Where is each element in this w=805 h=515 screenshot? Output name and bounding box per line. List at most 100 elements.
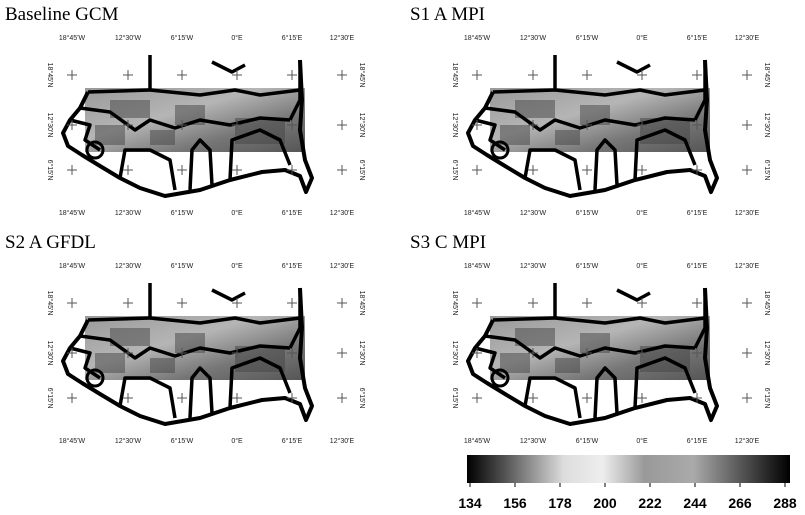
border [149,316,301,325]
colorbar-tick-label: 288 [773,495,797,511]
grid-cross [67,70,77,80]
lon-label-top: 6°15'E [282,34,303,42]
grid-cross [692,393,702,403]
grid-cross [67,298,77,308]
grid-cross [742,348,752,358]
grid-cross [67,165,77,175]
border [593,366,619,419]
grid-cross [287,120,297,130]
coastline [466,287,719,426]
border [288,60,302,121]
lat-label-right: 6°15'N [358,388,366,409]
grid-cross [337,165,347,175]
grid-cross [287,393,297,403]
lat-label-left: 6°15'N [451,388,459,409]
lon-label-top: 0°E [231,262,243,270]
border [288,288,302,349]
lon-label-top: 12°30'E [735,34,760,42]
border [484,106,696,132]
grid-cross [582,348,592,358]
border [118,148,177,191]
grid-cross [742,120,752,130]
lon-label-top: 18°45'W [464,34,491,42]
lat-label-left: 6°15'N [46,160,54,181]
data-patch [150,130,175,145]
grid-cross [582,298,592,308]
border [484,334,696,360]
lat-label-left: 12°30'N [451,113,459,138]
map-panel: S2 A GFDL 18°45'W 18°45'W 12°30'W 12°30'W 6°1… [5,232,366,445]
grid-cross [692,165,702,175]
grid-cross [637,70,647,80]
colorbar-tick-label: 244 [683,495,707,511]
lon-label-top: 6°15'W [171,262,194,270]
lon-label-top: 6°15'W [576,262,599,270]
grid-cross [337,70,347,80]
lon-label-top: 12°30'E [735,262,760,270]
grid-cross [742,393,752,403]
lon-label-bottom: 12°30'W [520,209,547,217]
colorbar-tick-label: 200 [593,495,617,511]
lat-label-left: 18°45'N [46,63,54,88]
panel-title: S2 A GFDL [5,232,96,253]
lon-label-bottom: 18°45'W [464,437,491,445]
lon-label-top: 18°45'W [59,262,86,270]
grid-cross [177,120,187,130]
colorbar [467,455,790,483]
lon-label-top: 6°15'E [687,262,708,270]
lon-label-bottom: 6°15'E [282,437,303,445]
colorbar-tick-label: 156 [503,495,527,511]
border [228,356,292,409]
grid-cross [123,120,133,130]
grid-cross [742,298,752,308]
grid-cross [337,120,347,130]
map-panel: Baseline GCM 18°45'W 18°45'W 12°30'W 12°30'W… [5,4,366,217]
grid-cross [232,393,242,403]
lon-label-top: 12°30'W [520,34,547,42]
lat-label-right: 12°30'N [763,341,771,366]
border [188,138,214,191]
lon-label-top: 12°30'E [330,262,355,270]
grid-cross [232,120,242,130]
grid-cross [287,348,297,358]
grid-cross [232,70,242,80]
grid-cross [692,120,702,130]
lon-label-bottom: 0°E [231,437,243,445]
grid-cross [582,70,592,80]
grid-cross [692,70,702,80]
lat-label-left: 18°45'N [451,291,459,316]
panel-title: Baseline GCM [5,4,119,25]
lon-label-bottom: 6°15'W [171,437,194,445]
grid-cross [123,348,133,358]
grid-cross [582,165,592,175]
lat-label-right: 6°15'N [763,160,771,181]
lon-label-bottom: 6°15'W [171,209,194,217]
map-panel: S1 A MPI 18°45'W 18°45'W 12°30'W 12°30'W 6°15… [410,4,771,217]
grid-cross [287,298,297,308]
grid-cross [528,165,538,175]
lat-label-left: 6°15'N [451,160,459,181]
lat-label-right: 6°15'N [358,160,366,181]
lon-label-bottom: 12°30'W [115,437,142,445]
lon-label-top: 0°E [636,34,648,42]
border [523,148,582,191]
grid-cross [637,120,647,130]
grid-cross [67,120,77,130]
lon-label-bottom: 0°E [636,437,648,445]
lon-label-bottom: 12°30'W [520,437,547,445]
border [492,55,557,94]
lon-label-bottom: 12°30'E [330,209,355,217]
border [188,366,214,419]
data-patch [500,125,530,145]
grid-cross [472,120,482,130]
grid-cross [472,70,482,80]
border [693,60,707,121]
grid-cross [742,70,752,80]
lake [490,140,510,160]
lon-label-top: 12°30'E [330,34,355,42]
colorbar-tick-label: 178 [548,495,572,511]
lat-label-right: 12°30'N [358,113,366,138]
grid-cross [67,348,77,358]
grid-cross [123,165,133,175]
